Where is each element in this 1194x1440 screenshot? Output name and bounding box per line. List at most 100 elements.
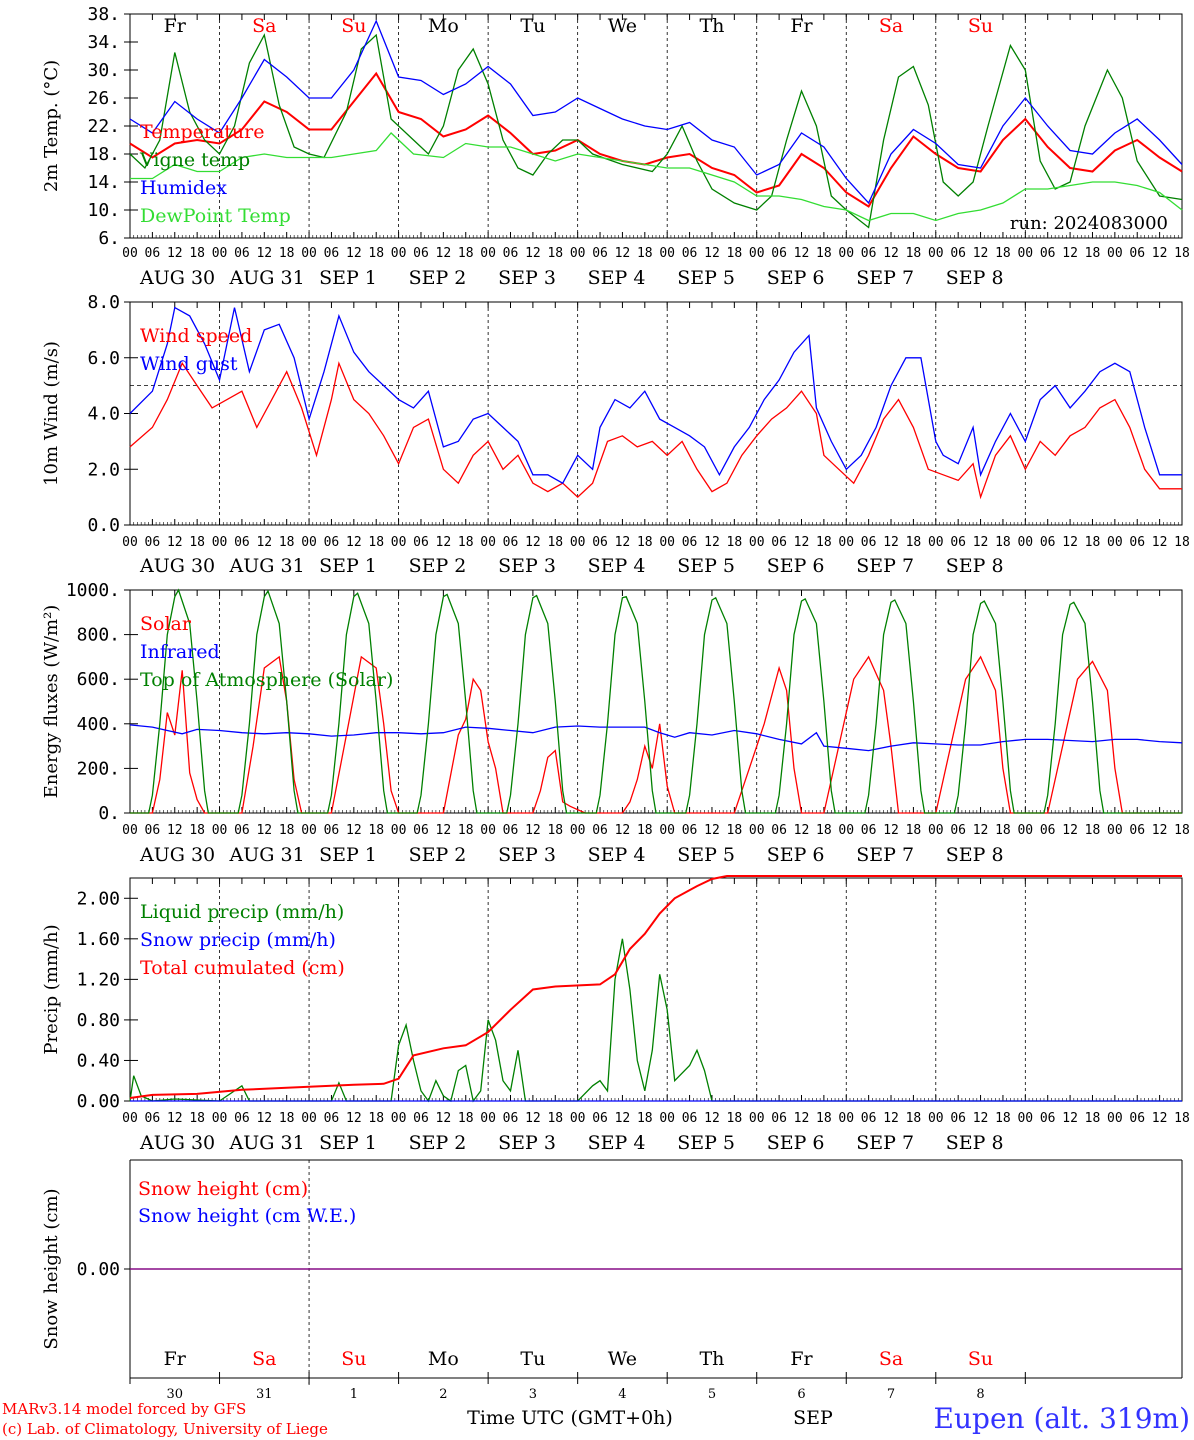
hour-tick-label: 18 bbox=[906, 535, 922, 550]
series-line-top-of-atmosphere-solar- bbox=[130, 588, 1182, 814]
hour-tick-label: 12 bbox=[1152, 1111, 1168, 1126]
hour-tick-label: 06 bbox=[771, 823, 787, 838]
y-tick-label: 400. bbox=[77, 714, 120, 735]
hour-tick-label: 00 bbox=[122, 535, 138, 550]
hour-tick-label: 00 bbox=[749, 1111, 765, 1126]
day-label: AUG 31 bbox=[229, 267, 305, 289]
hour-tick-label: 18 bbox=[189, 1111, 205, 1126]
hour-tick-label: 18 bbox=[906, 246, 922, 261]
hour-tick-label: 06 bbox=[413, 1111, 429, 1126]
day-label: SEP 7 bbox=[856, 1132, 914, 1154]
y-tick-label: 0.00 bbox=[77, 1259, 120, 1280]
hour-tick-label: 12 bbox=[256, 246, 272, 261]
hour-tick-label: 00 bbox=[391, 823, 407, 838]
hour-tick-label: 06 bbox=[1040, 246, 1056, 261]
series-line-humidex bbox=[129, 19, 1183, 205]
hour-tick-label: 00 bbox=[480, 535, 496, 550]
hour-tick-label: 06 bbox=[771, 535, 787, 550]
legend-entry: Snow height (cm) bbox=[138, 1178, 308, 1200]
hour-tick-label: 06 bbox=[234, 246, 250, 261]
day-label: SEP 6 bbox=[767, 844, 825, 866]
hour-tick-label: 00 bbox=[212, 535, 228, 550]
hour-tick-label: 12 bbox=[256, 823, 272, 838]
day-label: SEP 4 bbox=[588, 267, 646, 289]
hour-tick-label: 12 bbox=[615, 1111, 631, 1126]
hour-tick-label: 06 bbox=[950, 1111, 966, 1126]
hour-tick-label: 18 bbox=[727, 246, 743, 261]
hour-tick-label: 18 bbox=[189, 246, 205, 261]
run-label: run: 2024083000 bbox=[1010, 213, 1168, 234]
legend-entry: Top of Atmosphere (Solar) bbox=[140, 669, 393, 691]
hour-tick-label: 06 bbox=[1129, 246, 1145, 261]
hour-tick-label: 12 bbox=[256, 535, 272, 550]
hour-tick-label: 12 bbox=[346, 246, 362, 261]
day-number: 1 bbox=[350, 1387, 358, 1402]
weekday-name: Tu bbox=[520, 1348, 545, 1370]
day-label: SEP 8 bbox=[946, 267, 1004, 289]
hour-tick-label: 00 bbox=[659, 1111, 675, 1126]
legend-entry: Solar bbox=[140, 613, 192, 635]
hour-tick-label: 18 bbox=[547, 535, 563, 550]
day-number: 5 bbox=[708, 1387, 716, 1402]
hour-tick-label: 06 bbox=[861, 1111, 877, 1126]
day-label: SEP 1 bbox=[319, 1132, 377, 1154]
panel-3: 00 06 12 18 00 06 12 18 00 06 12 18 00 06 12 18 00 06 12 18… bbox=[41, 580, 1190, 866]
hour-tick-label: 18 bbox=[547, 246, 563, 261]
day-label: AUG 31 bbox=[229, 1132, 305, 1154]
y-tick-label: 1.60 bbox=[77, 929, 120, 950]
y-axis-label: Precip (mm/h) bbox=[41, 924, 62, 1054]
y-tick-label: 10. bbox=[87, 200, 120, 221]
weekday-name: Mo bbox=[428, 15, 459, 37]
hour-tick-label: 00 bbox=[749, 823, 765, 838]
y-tick-label: 0.0 bbox=[87, 515, 120, 536]
hour-tick-label: 06 bbox=[682, 1111, 698, 1126]
hour-tick-label: 06 bbox=[592, 1111, 608, 1126]
hour-tick-label: 12 bbox=[1062, 246, 1078, 261]
y-tick-label: 6.0 bbox=[87, 348, 120, 369]
hour-tick-label: 00 bbox=[1107, 1111, 1123, 1126]
day-label: SEP 5 bbox=[677, 267, 735, 289]
day-label: SEP 8 bbox=[946, 555, 1004, 577]
hour-tick-label: 06 bbox=[950, 823, 966, 838]
hour-tick-label: 06 bbox=[234, 535, 250, 550]
day-label: AUG 31 bbox=[229, 555, 305, 577]
day-label: SEP 7 bbox=[856, 844, 914, 866]
day-label: SEP 6 bbox=[767, 555, 825, 577]
hour-tick-label: 12 bbox=[794, 1111, 810, 1126]
y-tick-label: 22. bbox=[87, 116, 120, 137]
day-label: SEP 4 bbox=[588, 844, 646, 866]
day-label: SEP 4 bbox=[588, 555, 646, 577]
hour-tick-label: 12 bbox=[973, 1111, 989, 1126]
hour-tick-label: 12 bbox=[973, 246, 989, 261]
hour-tick-label: 18 bbox=[279, 535, 295, 550]
hour-tick-label: 00 bbox=[1107, 823, 1123, 838]
day-label: AUG 30 bbox=[139, 555, 215, 577]
hour-tick-label: 12 bbox=[794, 535, 810, 550]
hour-tick-label: 18 bbox=[1085, 823, 1101, 838]
hour-tick-label: 12 bbox=[883, 246, 899, 261]
day-label: SEP 1 bbox=[319, 555, 377, 577]
hour-tick-label: 06 bbox=[1040, 823, 1056, 838]
weekday-name: Th bbox=[699, 15, 724, 37]
hour-tick-label: 18 bbox=[458, 1111, 474, 1126]
series-line-infrared bbox=[129, 724, 1183, 752]
hour-tick-label: 06 bbox=[682, 246, 698, 261]
hour-tick-label: 06 bbox=[592, 246, 608, 261]
day-label: SEP 3 bbox=[498, 267, 556, 289]
day-label: SEP 6 bbox=[767, 1132, 825, 1154]
day-number: 31 bbox=[256, 1387, 273, 1402]
hour-tick-label: 00 bbox=[122, 823, 138, 838]
day-label: AUG 31 bbox=[229, 844, 305, 866]
hour-tick-label: 06 bbox=[324, 246, 340, 261]
hour-tick-label: 06 bbox=[861, 535, 877, 550]
hour-tick-label: 18 bbox=[368, 1111, 384, 1126]
hour-tick-label: 00 bbox=[749, 246, 765, 261]
hour-tick-label: 06 bbox=[324, 535, 340, 550]
day-label: SEP 2 bbox=[409, 267, 467, 289]
hour-tick-label: 12 bbox=[167, 246, 183, 261]
y-tick-label: 18. bbox=[87, 144, 120, 165]
hour-tick-label: 12 bbox=[525, 823, 541, 838]
series-line-wind-gust bbox=[129, 306, 1182, 485]
hour-tick-label: 18 bbox=[906, 823, 922, 838]
